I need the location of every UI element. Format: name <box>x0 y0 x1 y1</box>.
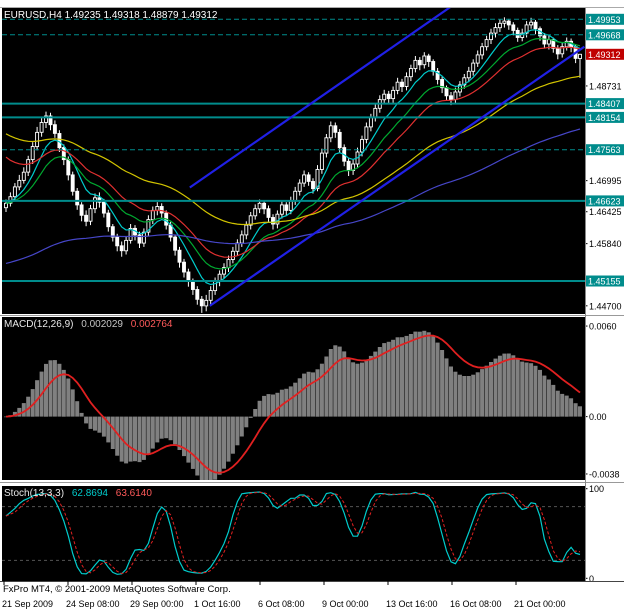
moving-average-24 <box>5 46 581 258</box>
svg-text:1.48154: 1.48154 <box>588 113 621 123</box>
stoch-panel-bg[interactable] <box>2 486 585 581</box>
time-axis-label: 29 Sep 00:00 <box>130 599 184 609</box>
copyright-text: FxPro MT4, © 2001-2009 MetaQuotes Softwa… <box>3 584 231 595</box>
stoch-signal-line <box>5 491 581 575</box>
svg-text:0: 0 <box>589 574 594 584</box>
svg-text:1.46425: 1.46425 <box>589 207 622 217</box>
price-label-box <box>586 48 624 60</box>
time-axis-label: 21 Oct 00:00 <box>514 599 566 609</box>
price-label-box <box>586 275 624 287</box>
svg-text:1.48731: 1.48731 <box>589 81 622 91</box>
macd-signal-line <box>5 334 581 474</box>
stoch-indicator-title: Stoch(13,3,3) 62.8694 63.6140 <box>4 488 152 499</box>
time-axis-label: 9 Oct 00:00 <box>322 599 369 609</box>
macd-value-signal: 0.002764 <box>130 319 173 330</box>
svg-text:1.44700: 1.44700 <box>589 301 622 311</box>
stoch-value-main: 62.8694 <box>71 488 108 499</box>
time-axis-label: 1 Oct 16:00 <box>194 599 241 609</box>
trend-channel-line[interactable] <box>189 0 460 189</box>
moving-average-120 <box>5 128 581 264</box>
chart-title: EURUSD,H4 1.49235 1.49318 1.48879 1.4931… <box>4 10 218 21</box>
price-label-box <box>586 98 624 110</box>
svg-text:100: 100 <box>589 484 604 494</box>
macd-value-main: 0.002029 <box>81 319 123 330</box>
time-axis-label: 21 Sep 2009 <box>2 599 54 609</box>
price-label-box <box>586 29 624 41</box>
svg-text:1.45155: 1.45155 <box>588 277 621 287</box>
svg-text:1.48407: 1.48407 <box>588 99 621 109</box>
time-axis-label: 6 Oct 08:00 <box>258 599 305 609</box>
svg-text:1.49668: 1.49668 <box>588 30 621 40</box>
svg-text:0.00: 0.00 <box>589 412 607 422</box>
price-label-box <box>586 195 624 207</box>
time-axis[interactable]: 21 Sep 2009 24 Sep 08:00 29 Sep 00:00 1 Oct… <box>0 599 624 613</box>
macd-histogram <box>4 330 582 480</box>
moving-average-55 <box>5 75 581 226</box>
stoch-main-line <box>5 491 581 575</box>
price-label-box <box>586 13 624 25</box>
time-axis-label: 16 Oct 08:00 <box>450 599 502 609</box>
candlestick-series <box>4 17 582 313</box>
macd-indicator-title: MACD(12,26,9) 0.002029 0.002764 <box>4 319 172 330</box>
macd-name: MACD(12,26,9) <box>4 319 74 330</box>
svg-text:1.47563: 1.47563 <box>588 145 621 155</box>
price-scale[interactable]: 1.49953 1.49668 1.48407 1.48154 1.47563 1.466… <box>585 13 624 584</box>
svg-text:1.49953: 1.49953 <box>588 15 621 25</box>
trend-channel-line[interactable] <box>209 45 585 307</box>
svg-text:0.0060: 0.0060 <box>589 322 617 332</box>
stoch-name: Stoch(13,3,3) <box>4 488 65 499</box>
svg-text:-0.0038: -0.0038 <box>589 469 620 479</box>
price-label-box <box>586 111 624 123</box>
time-axis-label: 24 Sep 08:00 <box>66 599 120 609</box>
stoch-value-signal: 63.6140 <box>115 488 152 499</box>
svg-text:1.45840: 1.45840 <box>589 239 622 249</box>
svg-text:1.46623: 1.46623 <box>588 196 621 206</box>
svg-text:1.46995: 1.46995 <box>589 176 622 186</box>
time-axis-label: 13 Oct 16:00 <box>386 599 438 609</box>
price-label-box <box>586 144 624 156</box>
svg-text:1.49312: 1.49312 <box>588 50 621 60</box>
moving-average-16 <box>5 37 581 270</box>
moving-average-8 <box>5 29 581 286</box>
